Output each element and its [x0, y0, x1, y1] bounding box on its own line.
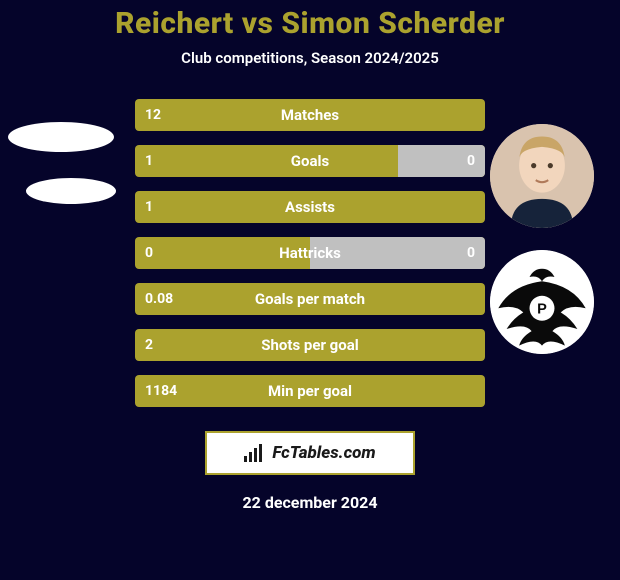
stat-label: Shots per goal	[135, 329, 485, 361]
page-title: Reichert vs Simon Scherder	[115, 6, 505, 41]
stat-row: 1184Min per goal	[135, 375, 485, 407]
stat-value-left: 0.08	[145, 283, 173, 315]
date-text: 22 december 2024	[242, 493, 377, 512]
stat-label: Assists	[135, 191, 485, 223]
stat-value-right: 0	[467, 237, 475, 269]
content: Reichert vs Simon Scherder Club competit…	[0, 0, 620, 580]
stat-row: 2Shots per goal	[135, 329, 485, 361]
stat-value-left: 2	[145, 329, 153, 361]
stat-fill-right	[310, 237, 485, 269]
fctables-text: FcTables.com	[272, 443, 375, 463]
stat-label: Goals per match	[135, 283, 485, 315]
stat-label: Matches	[135, 99, 485, 131]
stat-value-left: 1	[145, 145, 153, 177]
stat-row: 12Matches	[135, 99, 485, 131]
fctables-badge[interactable]: FcTables.com	[205, 431, 415, 475]
stat-label: Min per goal	[135, 375, 485, 407]
stat-row: 0.08Goals per match	[135, 283, 485, 315]
stat-row: 00Hattricks	[135, 237, 485, 269]
stat-value-right: 0	[467, 145, 475, 177]
stat-value-left: 12	[145, 99, 161, 131]
stat-value-left: 0	[145, 237, 153, 269]
stat-value-left: 1	[145, 191, 153, 223]
stat-row: 1Assists	[135, 191, 485, 223]
stat-row: 10Goals	[135, 145, 485, 177]
comparison-bars: 12Matches10Goals1Assists00Hattricks0.08G…	[135, 99, 485, 407]
stat-value-left: 1184	[145, 375, 177, 407]
page-subtitle: Club competitions, Season 2024/2025	[181, 49, 439, 67]
chart-icon	[244, 444, 266, 462]
